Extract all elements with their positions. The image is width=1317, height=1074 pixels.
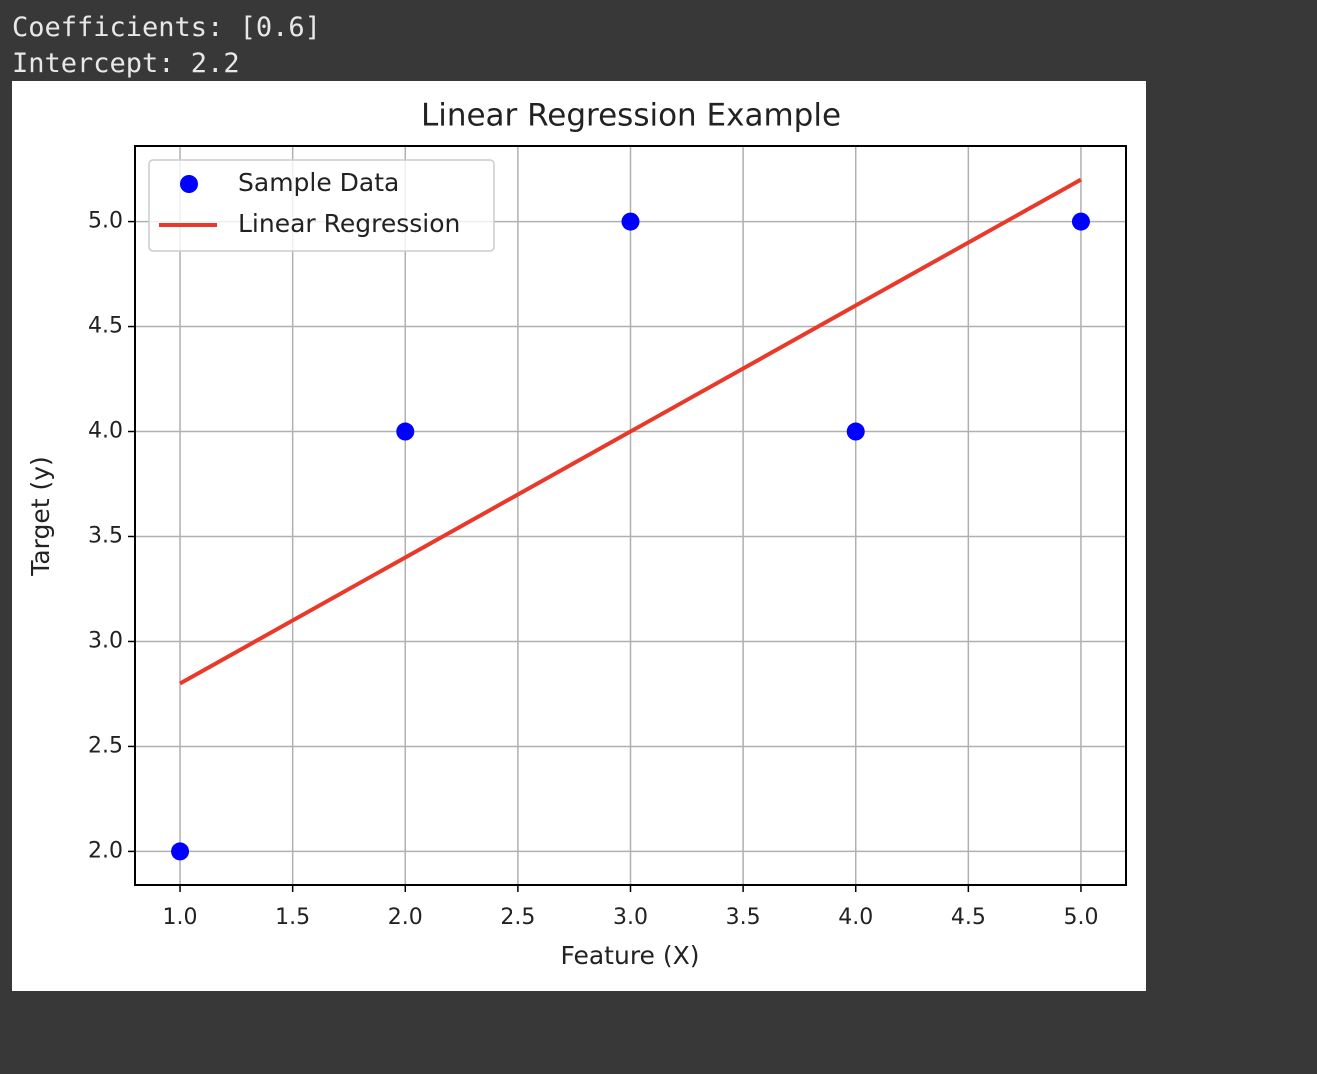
chart-title: Linear Regression Example [421,98,841,134]
x-tick-label: 2.5 [500,905,535,930]
plot-frame [134,145,1127,886]
data-point [1071,212,1090,231]
y-tick-label: 3.0 [88,628,123,653]
y-tick-label: 3.5 [88,523,123,548]
y-tick-label: 2.5 [88,733,123,758]
plot-area: 1.0 1.5 2.0 2.5 3.0 3.5 4.0 4.5 5.0 2.0 2.5 3.0 3.5 4… [88,145,1127,930]
x-tick-label: 5.0 [1063,905,1098,930]
x-tick-label: 2.0 [388,905,423,930]
y-axis-label: Target (y) [26,456,55,577]
regression-line [179,177,1082,686]
x-tick-label: 3.5 [726,905,761,930]
x-tick-label: 4.5 [951,905,986,930]
output-line: Intercept: 2.2 [12,48,240,79]
legend-label: Linear Regression [238,209,460,238]
data-point [171,842,190,861]
output-line: Coefficients: [0.6] [12,12,321,43]
x-tick-label: 4.0 [838,905,873,930]
x-tick-label: 3.0 [613,905,648,930]
y-tick-label: 5.0 [88,209,123,234]
data-point [396,422,415,441]
legend-label: Sample Data [238,168,399,197]
x-tick-label: 1.0 [163,905,198,930]
legend-swatch [180,175,198,193]
legend-box [148,159,495,252]
y-tick-label: 2.0 [88,838,123,863]
y-tick-label: 4.5 [88,314,123,339]
data-point [621,212,640,231]
data-point [846,422,865,441]
x-tick-label: 1.5 [275,905,310,930]
legend: Sample Data Linear Regression [148,159,495,252]
x-axis-label: Feature (X) [560,941,699,970]
y-tick-label: 4.0 [88,419,123,444]
